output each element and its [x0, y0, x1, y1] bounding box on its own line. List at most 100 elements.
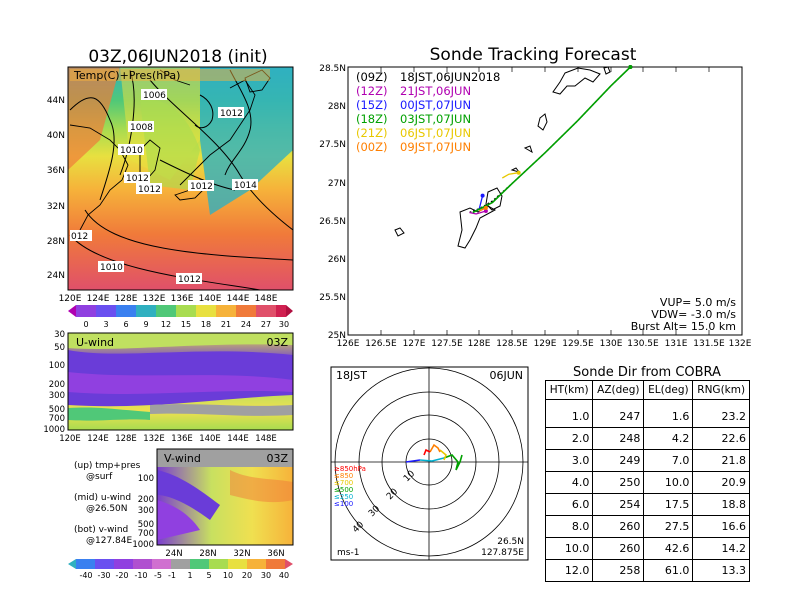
track-y-tick: 26N: [328, 255, 346, 265]
svg-text:(18Z): (18Z): [356, 112, 388, 126]
table-cell: 8.0: [544, 515, 594, 538]
svg-text:(12Z): (12Z): [356, 84, 388, 98]
pressure-labels: 1006 1008 1010 1012 1012 1012 1012 1014 …: [70, 89, 258, 285]
svg-text:03JST,07JUN: 03JST,07JUN: [400, 112, 471, 126]
track-endpoint: [480, 193, 485, 198]
svg-text:@26.50N: @26.50N: [86, 504, 128, 514]
svg-text:VDW= -3.0 m/s: VDW= -3.0 m/s: [651, 308, 736, 321]
svg-text:24: 24: [241, 320, 251, 329]
u-panel-label: U-wind: [76, 336, 114, 349]
hodo-time: 18JST: [336, 369, 367, 382]
svg-text:32N: 32N: [233, 549, 250, 559]
table-row: 8.0 260 27.5 16.6: [544, 515, 750, 538]
svg-text:1000: 1000: [43, 425, 65, 435]
table-cell: 250: [592, 471, 645, 494]
svg-text:40N: 40N: [47, 131, 65, 141]
svg-text:32N: 32N: [47, 202, 65, 212]
svg-text:VUP= 5.0 m/s: VUP= 5.0 m/s: [660, 296, 736, 309]
map-lat-ticks: 44N 40N 36N 32N 28N 24N: [47, 96, 65, 281]
table-header-row: HT(km) AZ(deg) EL(deg) RNG(km): [544, 380, 750, 400]
table-row: 4.0 250 10.0 20.9: [544, 471, 750, 494]
table-row: 6.0 254 17.5 18.8: [544, 493, 750, 516]
left-title: 03Z,06JUN2018 (init): [88, 47, 267, 67]
table-cell: 27.5: [643, 515, 694, 538]
table-cell: 14.2: [692, 537, 750, 560]
svg-text:21: 21: [221, 320, 231, 329]
track-y-tick: 25N: [328, 331, 346, 341]
table-cell: 18.8: [692, 493, 750, 516]
svg-text:300: 300: [138, 506, 154, 516]
svg-text:136E: 136E: [171, 294, 194, 304]
svg-text:-5: -5: [154, 571, 162, 580]
table-cell: 247: [592, 399, 645, 428]
track-title: Sonde Tracking Forecast: [430, 45, 637, 65]
svg-text:144E: 144E: [227, 294, 250, 304]
track-x-tick: 129.5E: [562, 339, 594, 349]
table-cell: 17.5: [643, 493, 694, 516]
track-series-line: [472, 66, 631, 214]
svg-text:30: 30: [54, 330, 65, 340]
svg-text:21JST,06JUN: 21JST,06JUN: [400, 84, 471, 98]
svg-text:012: 012: [71, 232, 88, 242]
svg-text:00JST,07JUN: 00JST,07JUN: [400, 98, 471, 112]
svg-text:Burst Alt= 15.0 km: Burst Alt= 15.0 km: [631, 320, 736, 333]
svg-text:140E: 140E: [199, 294, 222, 304]
svg-text:1012: 1012: [190, 182, 213, 192]
svg-text:-1: -1: [168, 571, 176, 580]
svg-text:1010: 1010: [100, 263, 123, 273]
track-series-line: [469, 210, 487, 215]
table-cell: 254: [592, 493, 645, 516]
v-x-ticks: 24N 28N 32N 36N: [165, 549, 284, 559]
svg-text:18JST,06JUN2018: 18JST,06JUN2018: [400, 70, 500, 84]
svg-text:36N: 36N: [267, 549, 284, 559]
track-y-tick: 26.5N: [319, 217, 346, 227]
svg-text:50: 50: [54, 343, 65, 353]
svg-text:0: 0: [83, 320, 88, 329]
svg-text:(09Z): (09Z): [356, 70, 388, 84]
track-x-ticks: 126E 126.5E 127E 127.5E 128E 128.5E 129E…: [337, 339, 752, 349]
hodo-unit: ms-1: [337, 548, 359, 558]
track-y-tick: 25.5N: [319, 293, 346, 303]
svg-text:700: 700: [49, 414, 65, 424]
svg-text:128E: 128E: [115, 434, 137, 444]
track-x-tick: 127.5E: [431, 339, 463, 349]
svg-text:-20: -20: [115, 571, 128, 580]
svg-text:148E: 148E: [255, 294, 278, 304]
table-cell: 10.0: [643, 471, 694, 494]
u-x-ticks: 120E 124E 128E 132E 136E 140E 144E 148E: [59, 434, 277, 444]
svg-text:24N: 24N: [165, 549, 182, 559]
temp-colorbar: [68, 305, 293, 317]
svg-text:100: 100: [49, 361, 65, 371]
table-cell: 22.6: [692, 427, 750, 450]
table-title: Sonde Dir from COBRA: [573, 365, 721, 380]
svg-text:120E: 120E: [59, 294, 82, 304]
sonde-direction-table: HT(km) AZ(deg) EL(deg) RNG(km) 1.0 247 1.6…: [544, 380, 750, 582]
hodo-lat: 26.5N: [497, 537, 524, 547]
svg-text:124E: 124E: [87, 434, 109, 444]
track-lines: [469, 65, 633, 215]
col-header: AZ(deg): [592, 380, 645, 400]
svg-text:1012: 1012: [220, 109, 243, 119]
track-series-line: [501, 172, 519, 179]
table-cell: 13.3: [692, 559, 750, 582]
u-wind-panel: U-wind 03Z: [67, 332, 294, 431]
svg-text:128E: 128E: [115, 294, 138, 304]
table-cell: 61.0: [643, 559, 694, 582]
table-row: 3.0 249 7.0 21.8: [544, 449, 750, 472]
table-cell: 248: [592, 427, 645, 450]
track-x-tick: 130.5E: [627, 339, 659, 349]
svg-text:132E: 132E: [143, 434, 165, 444]
svg-text:≥850hPa: ≥850hPa: [334, 465, 366, 473]
table-cell: 21.8: [692, 449, 750, 472]
svg-text:1006: 1006: [143, 91, 166, 101]
wind-colorbar-labels: -40 -30 -20 -10 -5 -1 1 5 10 20 30 40: [79, 571, 289, 580]
svg-text:(21Z): (21Z): [356, 126, 388, 140]
svg-text:28N: 28N: [199, 549, 216, 559]
temp-map: 1006 1008 1010 1012 1012 1012 1012 1014 …: [67, 66, 294, 291]
map-lon-ticks: 120E 124E 128E 132E 136E 140E 144E 148E: [59, 294, 278, 304]
table-cell: 4.2: [643, 427, 694, 450]
svg-text:500: 500: [49, 405, 65, 415]
svg-text:≤500: ≤500: [334, 486, 353, 494]
svg-text:140E: 140E: [199, 434, 221, 444]
hodograph: 10 20 30 40 18JST 06JUN ≥850hPa ≤850 ≤70…: [330, 366, 529, 561]
